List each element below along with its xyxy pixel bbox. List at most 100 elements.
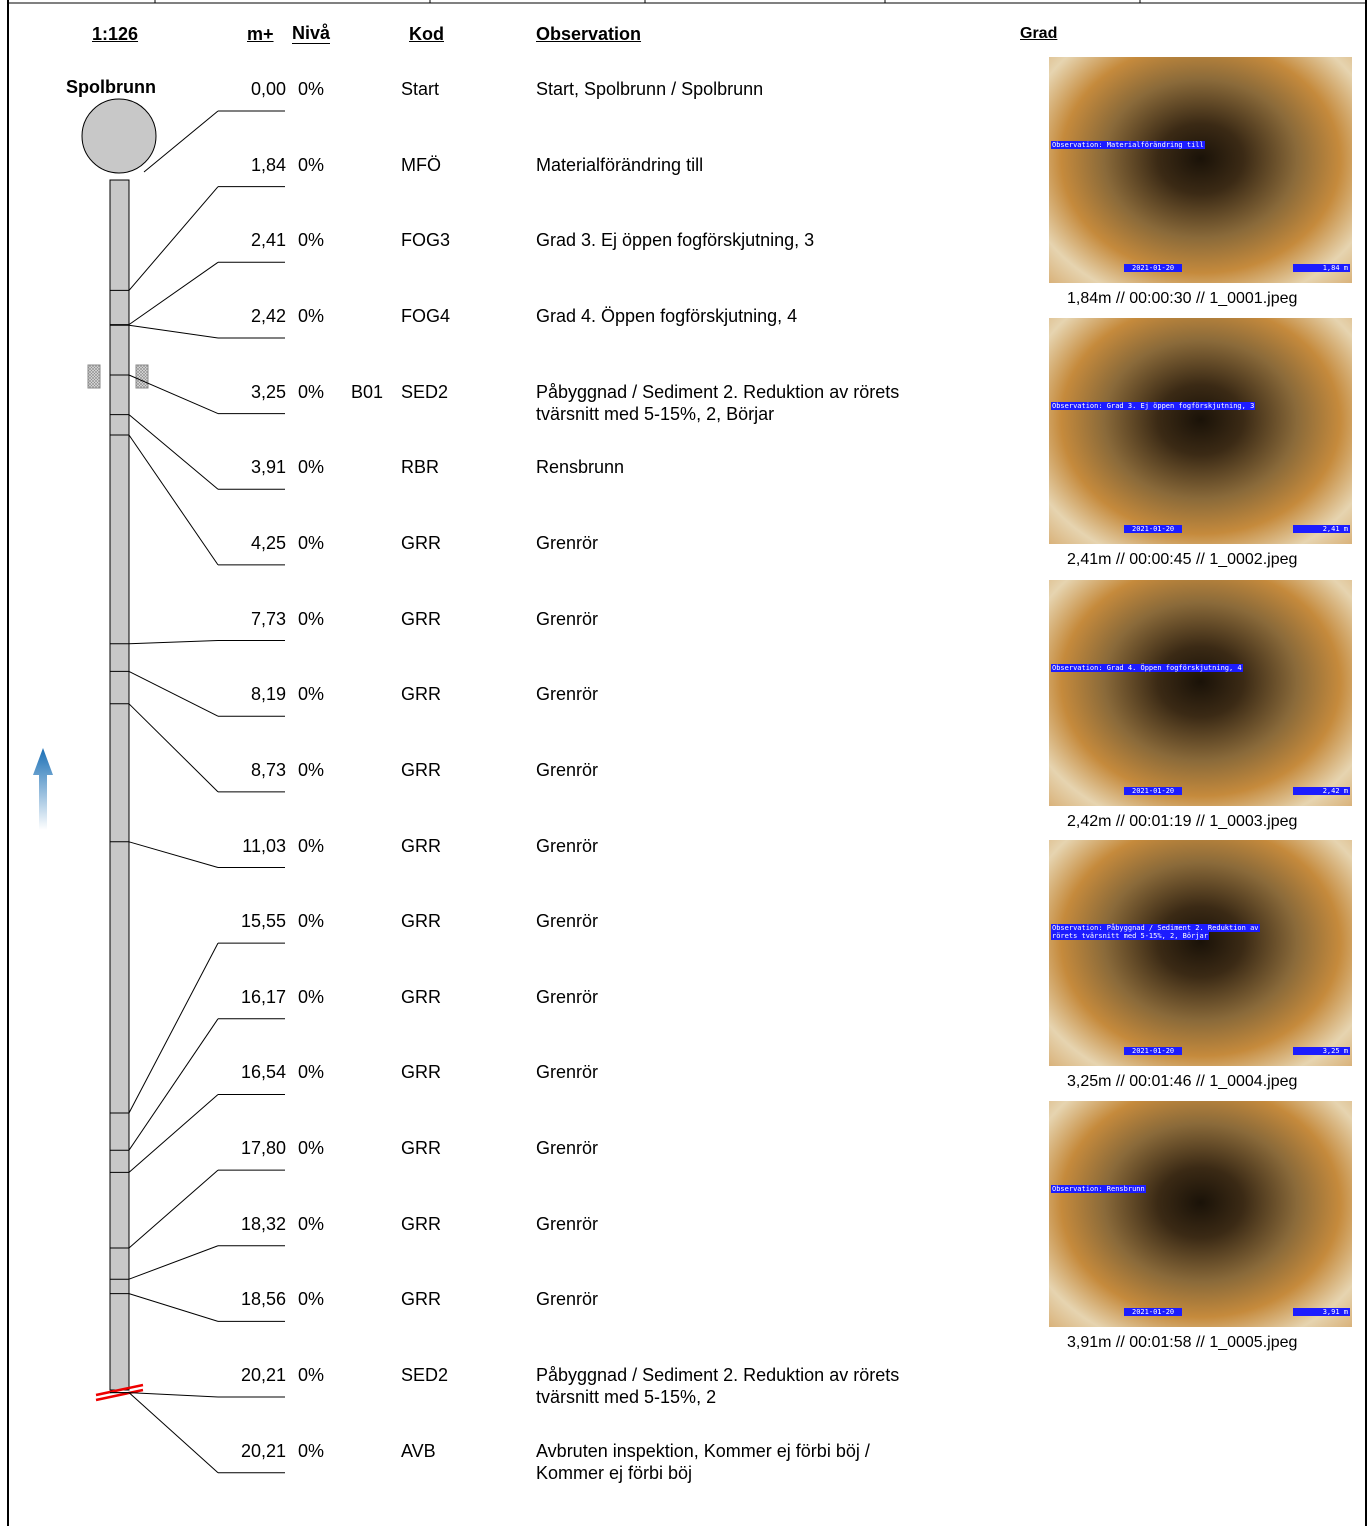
code: GRR [401,1289,441,1310]
level: 0% [298,79,325,99]
distance: 0,00 [250,79,286,99]
photo-caption: 2,42m // 00:01:19 // 1_0003.jpeg [1067,813,1298,830]
distance: 17,80 [240,1138,286,1159]
distance: 11,03 [242,835,286,856]
level: 0% [298,986,325,1007]
photo-date: 2021-01-20 [1124,1308,1183,1316]
level: 0% [298,1365,325,1386]
leader [128,1245,219,1280]
end-mark [95,1383,144,1402]
distance: 16,17 [240,986,286,1007]
level: 0% [298,154,325,175]
observation: Grenrör [536,684,599,705]
pipe [109,179,130,1391]
code-header: Kod [409,24,444,44]
inspection-photo: Observation: Materialförändring till 2021… [1049,57,1352,283]
code: SED2 [401,1365,449,1386]
code: RBR [401,457,440,478]
observation: Påbyggnad / Sediment 2. Reduktion av rör… [536,381,900,402]
observation: Grenrör [536,608,599,629]
distance: 4,25 [250,532,286,553]
distance: 3,91 [250,457,286,478]
leader [143,110,219,173]
level: 0% [298,1289,325,1310]
level: 0% [298,1213,325,1234]
leader [128,374,219,415]
observation: Grenrör [536,759,599,780]
code: GRR [401,835,441,856]
photo-caption: 3,25m // 00:01:46 // 1_0004.jpeg [1067,1073,1298,1090]
sediment-mark [135,364,149,389]
distance: 20,21 [240,1365,286,1386]
manhole-label: Spolbrunn [66,77,156,97]
distance: 18,32 [240,1213,286,1234]
photo-overlay: Observation: Rensbrunn [1051,1185,1146,1193]
leader [128,670,219,717]
header-ticks [154,0,1141,3]
photo-position: 2,42 m [1292,787,1350,795]
level: 0% [298,911,325,932]
code: GRR [401,911,441,932]
photo-overlay: Observation: Grad 3. Ej öppen fogförskju… [1051,402,1256,410]
photo-overlay: Observation: Materialförändring till [1051,141,1205,149]
leader [128,414,219,490]
grade-header: Grad [1020,25,1058,42]
leader [128,261,219,326]
leader [128,841,219,868]
distance: 8,19 [250,684,286,705]
observation: Grenrör [536,835,599,856]
code: GRR [401,684,441,705]
leader [128,1392,219,1398]
photo-date: 2021-01-20 [1124,525,1183,533]
photo-date: 2021-01-20 [1124,1047,1183,1055]
distance: 2,42 [250,305,286,326]
photo-position: 3,25 m [1292,1047,1350,1055]
code: MFÖ [401,154,441,175]
photo-date: 2021-01-20 [1124,264,1183,272]
level: 0% [298,1138,325,1159]
observation-header: Observation [536,24,642,44]
photo-overlay: rörets tvärsnitt med 5-15%, 2, Börjar [1051,932,1209,940]
code: GRR [401,608,441,629]
level: 0% [298,1062,325,1083]
manhole [81,98,157,174]
level: 0% [298,684,325,705]
code: GRR [401,1138,441,1159]
level: 0% [298,835,325,856]
leader [128,1169,219,1249]
distance: 16,54 [240,1062,286,1083]
photo-overlay: Observation: Påbyggnad / Sediment 2. Red… [1051,924,1260,932]
code: Start [401,79,440,99]
distance: 8,73 [250,759,286,780]
level: 0% [298,230,325,251]
observation: tvärsnitt med 5-15%, 2 [536,1387,717,1408]
distance: 3,25 [250,381,286,402]
sediment-mark [87,364,101,389]
level: 0% [298,305,325,326]
observation: Grenrör [536,911,599,932]
observation: Grenrör [536,986,599,1007]
distance: 2,41 [250,230,286,251]
leader [128,186,219,291]
inspection-photo: Observation: Grad 4. Öppen fogförskjutni… [1049,580,1352,806]
photo-caption: 3,91m // 00:01:58 // 1_0005.jpeg [1067,1334,1298,1351]
observation: Grad 3. Ej öppen fogförskjutning, 3 [536,230,815,251]
observation: Grenrör [536,532,599,553]
photo-position: 3,91 m [1292,1308,1350,1316]
code: SED2 [401,381,449,402]
level-header: Nivå [292,23,331,44]
observation: Rensbrunn [536,457,625,478]
photo-caption: 2,41m // 00:00:45 // 1_0002.jpeg [1067,551,1298,568]
code: FOG3 [401,230,451,251]
leader [128,434,219,566]
leader [128,942,219,1114]
level: 0% [298,759,325,780]
distance: 1,84 [250,154,286,175]
observation: Grenrör [536,1138,599,1159]
level: 0% [298,608,325,629]
observation: Avbruten inspektion, Kommer ej förbi böj… [536,1440,870,1461]
distance: 18,56 [240,1289,286,1310]
leader [128,640,219,645]
